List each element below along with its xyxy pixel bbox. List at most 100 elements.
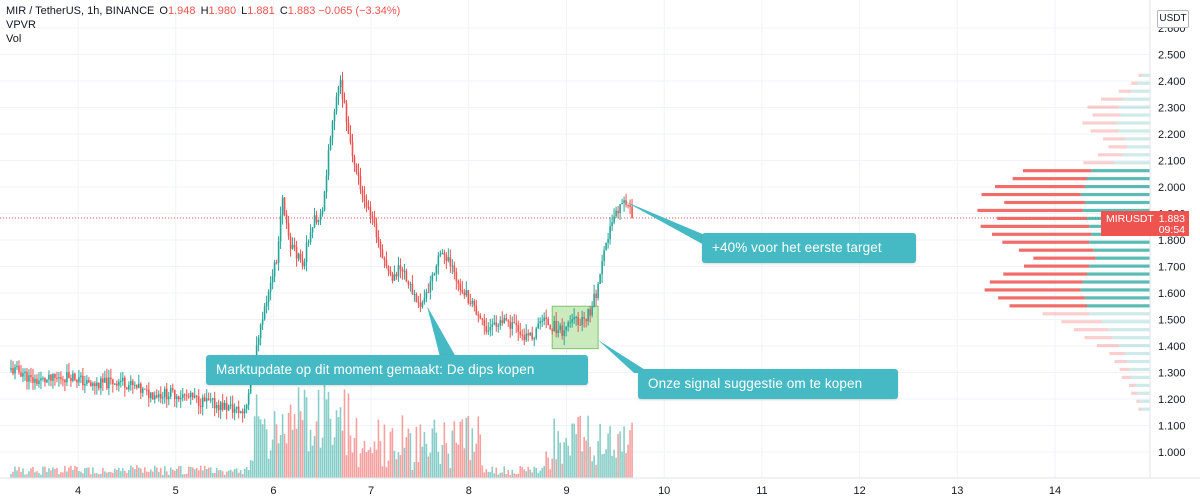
annotation-pointers (427, 201, 712, 373)
vpvr-buy-bar (1112, 336, 1150, 340)
volume-bar (48, 468, 50, 478)
volume-bar (94, 473, 96, 478)
candle-body (429, 281, 432, 293)
volume-bar (349, 435, 352, 478)
indicator-vol[interactable]: Vol (6, 33, 22, 45)
candle-body (255, 345, 258, 363)
candle-body (299, 253, 302, 261)
volume-bar (42, 466, 44, 478)
candle-body (353, 156, 356, 165)
volume-bar (253, 416, 256, 478)
annotation-market-update[interactable]: Marktupdate op dit moment gemaakt: De di… (206, 355, 588, 385)
volume-bar (46, 471, 48, 478)
candle-body (393, 274, 396, 281)
candle-body (257, 337, 260, 346)
candle-body (459, 283, 462, 291)
volume-bar (403, 447, 406, 478)
volume-bar (233, 468, 236, 478)
candle-body (147, 389, 150, 399)
vpvr-buy-bar (1087, 272, 1150, 276)
volume-bar (581, 451, 583, 478)
vpvr-sell-bar (989, 280, 1083, 284)
candle-body (487, 330, 490, 332)
candle-body (78, 377, 80, 383)
candle-body (375, 223, 378, 238)
volume-bar (132, 467, 134, 478)
volume-bar (142, 472, 144, 478)
volume-bar (112, 472, 114, 478)
price-tag-symbol: MIRUSDT (1106, 213, 1154, 225)
vpvr-sell-bar (1024, 264, 1090, 268)
indicator-vpvr[interactable]: VPVR (6, 19, 36, 31)
candle-body (367, 207, 370, 209)
volume-bar (411, 469, 414, 478)
annotation-target[interactable]: +40% voor het eerste target (702, 233, 916, 263)
candle-body (221, 402, 224, 410)
candle-body (275, 262, 278, 264)
candle-body (295, 247, 298, 259)
candle-body (547, 318, 549, 326)
candle-body (247, 393, 250, 405)
volume-bar (467, 416, 470, 478)
price-tick-label: 2.500 (1158, 50, 1186, 62)
vpvr-sell-bar (981, 192, 1081, 197)
volume-bar (191, 467, 194, 478)
candle-body (481, 318, 484, 320)
candle-body (589, 309, 591, 316)
volume-bar (335, 410, 338, 478)
volume-bar (343, 389, 346, 478)
vpvr-buy-bar (1084, 200, 1150, 205)
volume-bar (599, 423, 601, 478)
candle-body (215, 405, 218, 409)
vpvr-buy-bar (1114, 161, 1150, 165)
candle-body (329, 137, 332, 150)
symbol-title[interactable]: MIR / TetherUS, 1h, BINANCE (6, 5, 155, 17)
currency-label[interactable]: USDT (1157, 10, 1189, 28)
volume-bar (197, 470, 200, 478)
volume-bar (509, 474, 512, 478)
volume-bar (219, 469, 222, 478)
candle-body (465, 290, 468, 296)
candle-body (327, 149, 330, 176)
time-axis[interactable]: 4 5 6 7 8 9 10 11 12 13 14 (75, 485, 1061, 497)
candle-body (157, 393, 160, 398)
volume-bar (603, 453, 605, 478)
price-tick-label: 1.000 (1158, 447, 1186, 459)
volume-bar (167, 474, 170, 478)
candle-body (335, 96, 338, 112)
vpvr-buy-bar (1091, 169, 1150, 173)
price-axis[interactable]: 2.6002.5002.4002.3002.2002.1002.0001.900… (1158, 23, 1186, 459)
volume-bar (615, 457, 617, 478)
vpvr-sell-bar (1002, 240, 1090, 244)
vpvr-sell-bar (1087, 105, 1119, 109)
candle-body (197, 396, 200, 406)
volume-bar (377, 419, 380, 478)
volume-bar (22, 468, 24, 478)
candle-body (211, 398, 214, 400)
annotation-signal[interactable]: Onze signal suggestie om te kopen (638, 369, 898, 399)
candle-body (140, 383, 142, 393)
volume-bar (587, 415, 589, 478)
vpvr-buy-bar (1141, 407, 1150, 411)
candle-body (22, 373, 24, 377)
volume-bar (301, 419, 304, 478)
volume-bar (339, 407, 342, 478)
candle-body (521, 334, 524, 336)
open-value: 1.948 (167, 5, 196, 17)
volume-bar (251, 460, 254, 478)
candle-body (120, 380, 122, 382)
volume-bar (247, 470, 250, 478)
candle-body (153, 395, 156, 400)
candle-body (24, 371, 26, 374)
volume-bar (537, 472, 540, 478)
volume-bar (563, 442, 565, 478)
volume-bar (269, 450, 272, 478)
candle-body (90, 382, 92, 386)
change-value: −0.065 (−3.34%) (318, 5, 401, 17)
vpvr-sell-bar (1003, 272, 1087, 276)
volume-bar (517, 473, 520, 478)
volume-bar (477, 416, 480, 478)
volume-bar (134, 469, 136, 478)
candle-body (405, 270, 408, 282)
